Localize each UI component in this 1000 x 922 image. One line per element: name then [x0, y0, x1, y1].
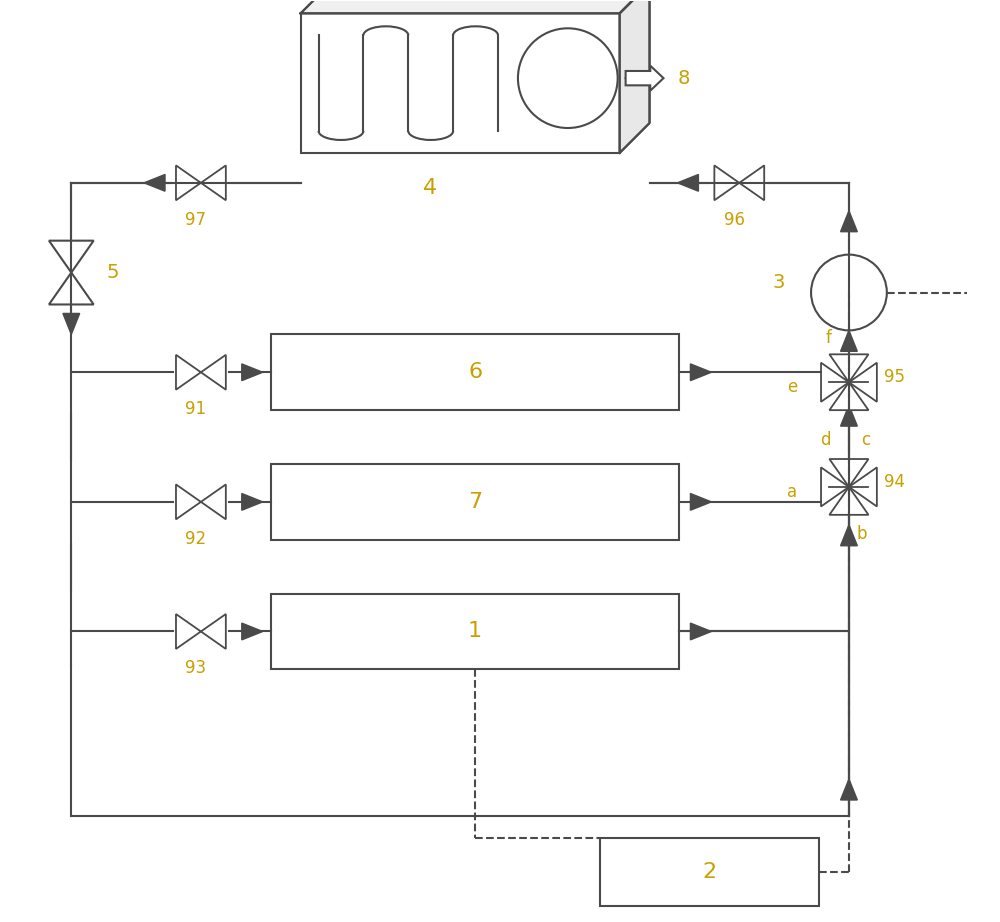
Polygon shape — [626, 65, 664, 90]
FancyBboxPatch shape — [271, 594, 679, 669]
Polygon shape — [620, 0, 650, 153]
Polygon shape — [841, 211, 857, 231]
Polygon shape — [841, 525, 857, 546]
Text: 92: 92 — [185, 530, 206, 548]
Polygon shape — [242, 623, 263, 640]
Text: e: e — [787, 378, 797, 396]
Polygon shape — [201, 614, 226, 649]
Text: 91: 91 — [185, 400, 206, 419]
Polygon shape — [49, 241, 94, 273]
Polygon shape — [821, 362, 849, 402]
Polygon shape — [690, 493, 711, 510]
Polygon shape — [829, 354, 868, 383]
Text: 5: 5 — [106, 263, 119, 282]
Polygon shape — [242, 364, 263, 381]
Text: 93: 93 — [185, 659, 206, 678]
Polygon shape — [849, 362, 877, 402]
Text: 8: 8 — [677, 68, 690, 88]
Polygon shape — [829, 459, 868, 487]
Polygon shape — [144, 174, 165, 191]
Text: 3: 3 — [773, 273, 785, 292]
Polygon shape — [841, 330, 857, 351]
Polygon shape — [821, 467, 849, 506]
Polygon shape — [201, 355, 226, 390]
Polygon shape — [201, 165, 226, 200]
Text: 4: 4 — [423, 178, 437, 198]
Text: 94: 94 — [884, 473, 905, 491]
Polygon shape — [841, 405, 857, 426]
Polygon shape — [841, 779, 857, 800]
Polygon shape — [690, 364, 711, 381]
Polygon shape — [242, 493, 263, 510]
Text: b: b — [857, 525, 867, 543]
FancyBboxPatch shape — [271, 464, 679, 539]
Polygon shape — [829, 383, 868, 410]
Text: 96: 96 — [724, 211, 745, 229]
Polygon shape — [176, 614, 201, 649]
Polygon shape — [677, 174, 698, 191]
FancyBboxPatch shape — [600, 838, 819, 905]
Polygon shape — [690, 623, 711, 640]
Polygon shape — [176, 165, 201, 200]
Text: c: c — [861, 431, 870, 449]
Circle shape — [518, 29, 618, 128]
Polygon shape — [201, 484, 226, 519]
Polygon shape — [714, 165, 739, 200]
Text: 7: 7 — [468, 491, 482, 512]
Circle shape — [811, 254, 887, 330]
Polygon shape — [49, 273, 94, 304]
Text: 95: 95 — [884, 368, 905, 386]
Polygon shape — [301, 0, 650, 13]
Text: 2: 2 — [702, 862, 716, 881]
Polygon shape — [176, 355, 201, 390]
Text: 6: 6 — [468, 362, 482, 383]
Polygon shape — [849, 467, 877, 506]
Text: a: a — [787, 483, 797, 501]
Polygon shape — [829, 487, 868, 514]
Text: 1: 1 — [468, 621, 482, 642]
Text: d: d — [820, 431, 831, 449]
Text: 97: 97 — [185, 211, 206, 229]
FancyBboxPatch shape — [271, 335, 679, 410]
Polygon shape — [176, 484, 201, 519]
Polygon shape — [739, 165, 764, 200]
Text: f: f — [826, 329, 832, 348]
Polygon shape — [63, 313, 80, 335]
FancyBboxPatch shape — [301, 13, 620, 153]
